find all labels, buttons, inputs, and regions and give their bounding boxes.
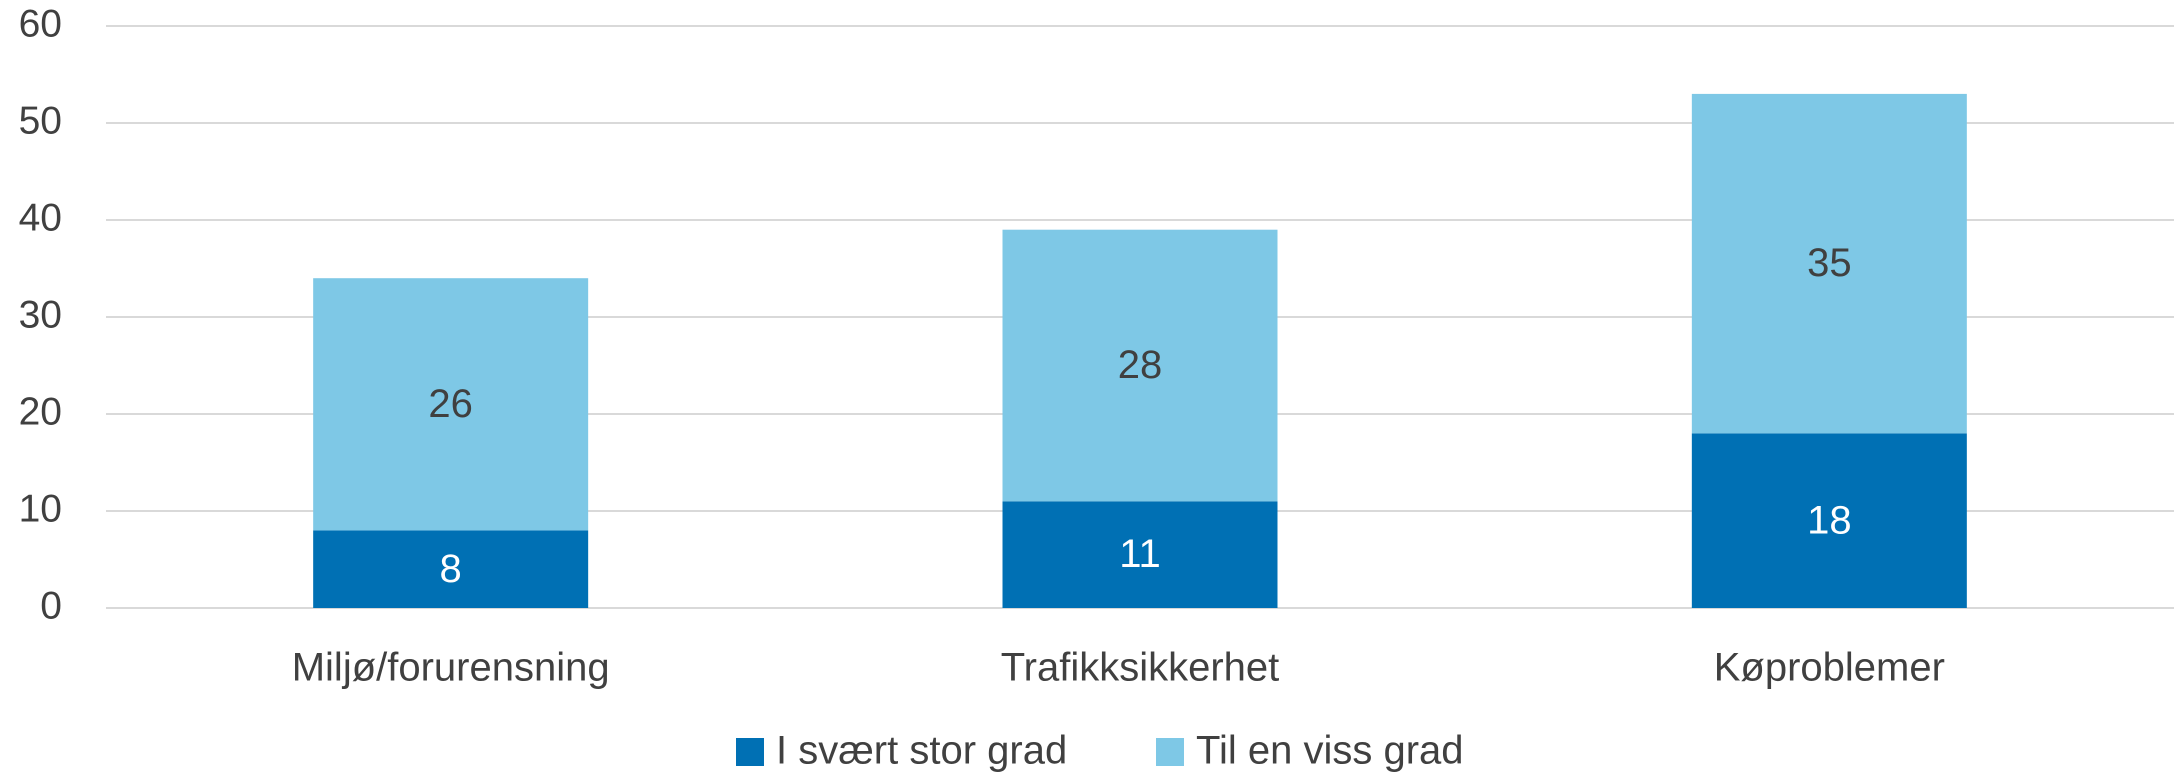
bar-segment: [313, 278, 589, 531]
bar-segment: [1002, 501, 1278, 608]
value-label: 18: [1807, 498, 1852, 542]
x-tick-label: Trafikksikkerhet: [1001, 646, 1280, 690]
value-label: 8: [440, 547, 462, 591]
y-tick-label: 60: [19, 2, 62, 45]
x-tick-label: Køproblemer: [1714, 646, 1945, 690]
y-tick-label: 50: [19, 99, 62, 142]
x-tick-label: Miljø/forurensning: [292, 646, 610, 690]
y-tick-label: 30: [19, 293, 62, 336]
value-label: 35: [1807, 241, 1852, 285]
legend-label: I svært stor grad: [776, 729, 1067, 773]
legend-swatch: [1156, 738, 1184, 766]
value-label: 26: [428, 382, 473, 426]
bar-segment: [313, 530, 589, 608]
legend-swatch: [736, 738, 764, 766]
bar-segment: [1691, 93, 1967, 434]
bar-segment: [1002, 229, 1278, 502]
y-tick-label: 40: [19, 196, 62, 239]
value-label: 28: [1118, 343, 1163, 387]
value-label: 11: [1119, 532, 1161, 576]
y-tick-label: 0: [40, 584, 62, 627]
y-tick-label: 10: [19, 487, 62, 530]
legend-label: Til en viss grad: [1196, 729, 1464, 773]
y-tick-label: 20: [19, 390, 62, 433]
bar-segment: [1691, 433, 1967, 608]
